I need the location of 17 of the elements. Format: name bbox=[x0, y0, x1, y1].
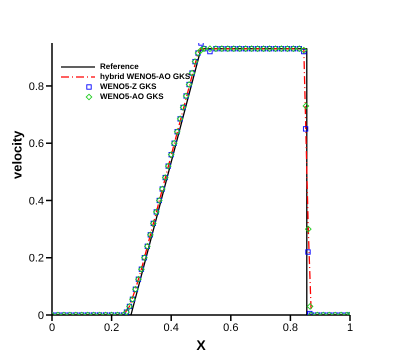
x-axis-title: X bbox=[196, 337, 206, 353]
y-axis-title: velocity bbox=[10, 130, 25, 179]
x-tick-label: 0.2 bbox=[104, 322, 120, 334]
y-tick-label: 0 bbox=[38, 310, 44, 322]
legend-label: Reference bbox=[100, 62, 139, 72]
x-tick-label: 0 bbox=[48, 322, 56, 334]
y-tick-label: 0.4 bbox=[28, 195, 44, 208]
y-tick-label: 0.8 bbox=[28, 80, 44, 93]
x-tick-label: 0.4 bbox=[164, 322, 179, 334]
x-tick-label: 0.8 bbox=[282, 322, 298, 334]
legend-label: WENO5-Z GKS bbox=[100, 82, 156, 92]
legend-label: hybrid WENO5-AO GKS bbox=[100, 72, 190, 82]
legend-label: WENO5-AO GKS bbox=[100, 92, 164, 102]
x-tick-label: 0.6 bbox=[223, 322, 238, 334]
x-tick-label: 1 bbox=[346, 322, 354, 334]
y-tick-label: 0.6 bbox=[28, 138, 44, 150]
y-tick-label: 0.2 bbox=[28, 252, 44, 265]
